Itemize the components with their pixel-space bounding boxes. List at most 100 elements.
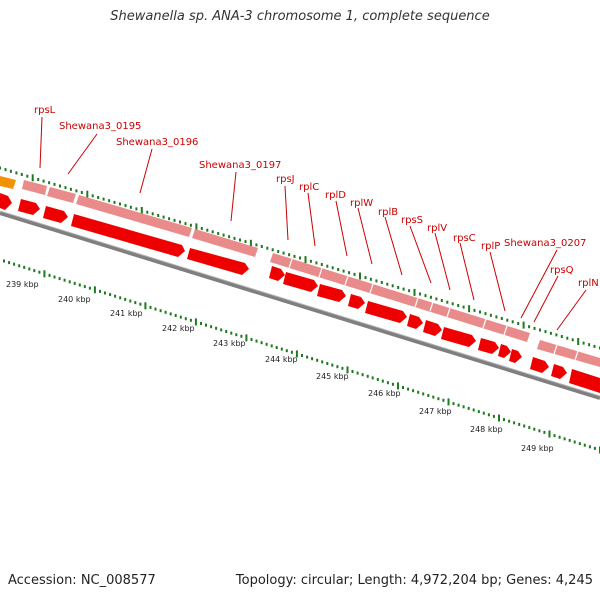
gene-label: rpsS <box>401 215 423 226</box>
minor-tick <box>282 251 285 255</box>
gene-arrow <box>407 314 423 329</box>
minor-tick <box>4 168 7 172</box>
minor-tick <box>402 287 405 291</box>
minor-tick <box>42 179 45 183</box>
minor-tick <box>189 223 192 227</box>
minor-tick <box>285 349 288 353</box>
minor-tick <box>544 330 547 334</box>
cds-segment <box>537 340 600 367</box>
minor-tick <box>184 222 187 226</box>
gene-label: rplC <box>299 182 319 193</box>
minor-tick <box>419 292 421 296</box>
minor-tick <box>424 294 427 298</box>
minor-tick <box>235 333 238 337</box>
gene-arrow <box>365 301 407 323</box>
upper-tick-track <box>0 166 600 350</box>
major-tick <box>447 398 450 406</box>
minor-tick <box>593 344 596 348</box>
minor-tick <box>205 323 207 327</box>
minor-tick <box>168 217 171 221</box>
gene-arrow <box>283 272 318 292</box>
minor-tick <box>210 325 213 329</box>
minor-tick <box>159 309 162 313</box>
minor-tick <box>239 238 241 242</box>
minor-tick <box>48 181 51 185</box>
kbp-label: 240 kbp <box>58 295 91 304</box>
minor-tick <box>104 291 106 295</box>
minor-tick <box>375 279 378 283</box>
gene-arrow <box>441 327 476 347</box>
major-tick <box>140 207 143 214</box>
gene-label: rpsL <box>34 105 56 116</box>
minor-tick <box>412 389 415 393</box>
gene-label: Shewana3_0197 <box>199 160 281 171</box>
minor-tick <box>472 408 475 412</box>
gene-label: rplP <box>481 241 500 252</box>
kbp-label: 243 kbp <box>213 339 246 348</box>
minor-tick <box>228 235 231 239</box>
minor-tick <box>240 334 243 338</box>
kbp-label: 246 kbp <box>368 389 401 398</box>
minor-tick <box>361 373 364 377</box>
gene-label: rplD <box>325 190 346 201</box>
major-tick <box>346 366 349 374</box>
minor-tick <box>64 186 67 190</box>
minor-tick <box>233 236 236 240</box>
minor-tick <box>538 429 541 433</box>
minor-tick <box>301 354 303 357</box>
minor-tick <box>315 261 318 265</box>
minor-tick <box>309 259 312 263</box>
minor-tick <box>517 322 520 325</box>
minor-tick <box>124 297 127 301</box>
minor-tick <box>151 212 154 216</box>
minor-tick <box>20 173 23 176</box>
minor-tick <box>341 366 344 370</box>
minor-tick <box>336 365 339 369</box>
minor-tick <box>59 184 61 188</box>
minor-tick <box>440 299 443 302</box>
major-tick <box>548 430 551 438</box>
minor-tick <box>376 378 379 381</box>
minor-tick <box>53 182 56 186</box>
minor-tick <box>169 312 172 316</box>
gene-labels: rpsL Shewana3_0195 Shewana3_0196 Shewana… <box>34 105 599 289</box>
minor-tick <box>217 232 220 235</box>
major-tick <box>86 190 89 198</box>
minor-tick <box>154 307 157 311</box>
major-tick <box>295 350 298 358</box>
minor-tick <box>539 328 541 332</box>
minor-tick <box>484 312 487 316</box>
gene-arrow <box>551 364 567 379</box>
minor-tick <box>88 286 91 290</box>
minor-tick <box>184 317 187 321</box>
minor-tick <box>37 178 40 181</box>
minor-tick <box>119 296 122 300</box>
minor-tick <box>13 262 16 266</box>
minor-tick <box>386 282 389 286</box>
minor-tick <box>351 370 354 373</box>
minor-tick <box>473 308 476 312</box>
minor-tick <box>108 199 111 203</box>
minor-tick <box>407 387 410 391</box>
genome-stats-label: Topology: circular; Length: 4,972,204 bp… <box>235 573 593 588</box>
minor-tick <box>462 405 465 409</box>
minor-tick <box>164 310 167 314</box>
minor-tick <box>113 200 116 204</box>
minor-tick <box>162 215 165 219</box>
major-tick <box>93 286 96 294</box>
minor-tick <box>402 386 404 389</box>
kbp-label: 241 kbp <box>110 309 143 318</box>
minor-tick <box>129 299 132 303</box>
minor-tick <box>560 335 563 338</box>
minor-tick <box>260 341 263 345</box>
minor-tick <box>222 233 225 237</box>
minor-tick <box>518 422 521 426</box>
minor-tick <box>179 220 181 224</box>
minor-tick <box>369 277 372 281</box>
gene-arrow <box>317 284 346 302</box>
minor-tick <box>462 305 465 309</box>
major-tick <box>522 321 525 329</box>
minor-tick <box>38 270 41 274</box>
minor-tick <box>508 419 511 423</box>
minor-tick <box>533 427 536 431</box>
